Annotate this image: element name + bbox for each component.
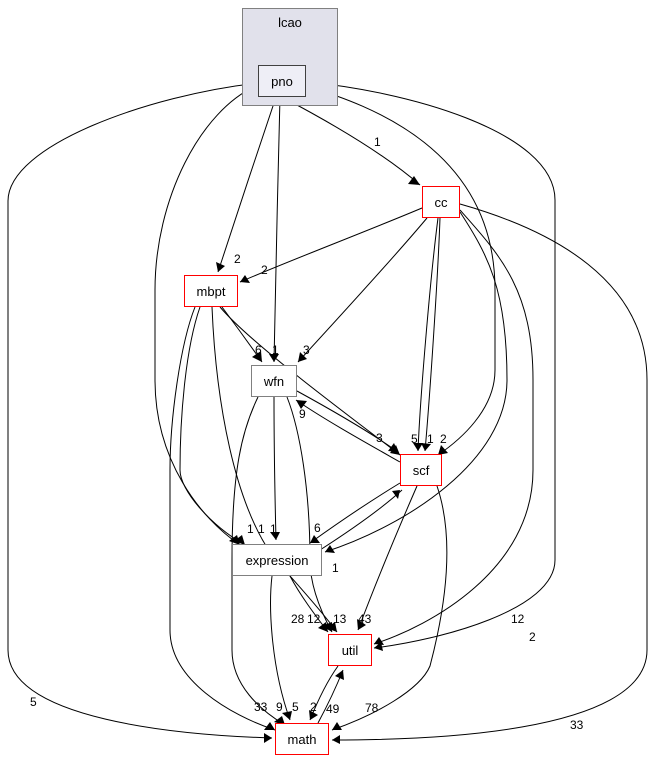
edge-scf-math: [332, 486, 447, 730]
edge-expression-scf: [320, 490, 402, 550]
edge-label-expression-math: 5: [292, 700, 299, 714]
edge-label-cc-math: 33: [570, 718, 583, 732]
edge-scf-expression: [310, 483, 400, 543]
node-label-scf: scf: [413, 463, 430, 478]
arrowhead-expression-math: [282, 711, 292, 720]
node-cc[interactable]: cc: [422, 186, 460, 218]
node-wfn[interactable]: wfn: [251, 365, 297, 397]
arrowhead-pno-math: [264, 733, 272, 743]
edge-label-mbpt-wfn: 1: [272, 343, 279, 357]
edge-label-cc-scf: 2: [440, 432, 447, 446]
edge-pno-cc: [282, 97, 420, 185]
node-label-util: util: [342, 643, 359, 658]
edge-label-expression-scf: 1: [332, 561, 339, 575]
node-label-mbpt: mbpt: [197, 284, 226, 299]
edge-cc-expression: [325, 212, 507, 552]
edge-scf-wfn: [296, 400, 400, 462]
edge-label-wfn-scf: 3: [376, 431, 383, 445]
edge-label-wfn-expression: 1: [270, 522, 277, 536]
node-mbpt[interactable]: mbpt: [184, 275, 238, 307]
edge-mbpt-scf: [220, 307, 400, 455]
edge-mbpt-util: [212, 307, 328, 632]
edge-mbpt-expression: [180, 307, 245, 545]
edge-label-mbpt-wfn: 6: [255, 343, 262, 357]
node-util[interactable]: util: [328, 634, 372, 666]
edge-scf-util: [358, 486, 417, 630]
edge-label-expression-util: 12: [307, 612, 320, 626]
edge-label-pno-scf: 5: [411, 432, 418, 446]
node-label-lcao: lcao: [278, 15, 302, 30]
node-math[interactable]: math: [275, 723, 329, 755]
edge-label-cc-scf: 1: [427, 432, 434, 446]
arrowhead-cc-math: [332, 735, 340, 744]
edge-cc-math: [332, 204, 647, 740]
node-pno[interactable]: pno: [258, 65, 306, 97]
arrowhead-mbpt-math: [264, 722, 275, 730]
edge-wfn-expression: [274, 397, 276, 540]
edge-label-mbpt-math: 33: [254, 700, 267, 714]
edge-label-math-util: 49: [326, 702, 339, 716]
edge-pno-scf: [306, 86, 495, 455]
edge-label-scf-expression: 6: [314, 521, 321, 535]
edge-cc-scf: [425, 218, 440, 451]
edge-label-cc-mbpt: 2: [261, 263, 268, 277]
edge-wfn-util: [287, 397, 332, 632]
arrowhead-cc-mbpt: [240, 275, 250, 283]
edge-label-cc-util: 12: [511, 612, 524, 626]
edge-label-util-math: 2: [310, 700, 317, 714]
edge-label-pno-math: 5: [30, 695, 37, 709]
arrowhead-scf-expression: [310, 535, 320, 543]
edge-label-scf-util: 43: [358, 612, 371, 626]
arrowhead-pno-cc: [408, 176, 420, 185]
edge-label-mbpt-expression: 1: [247, 522, 254, 536]
node-label-wfn: wfn: [264, 374, 284, 389]
node-label-pno: pno: [271, 74, 293, 89]
node-expression[interactable]: expression: [232, 544, 322, 576]
node-scf[interactable]: scf: [400, 454, 442, 486]
edge-label-pno-util: 2: [529, 630, 536, 644]
edge-pno-mbpt: [218, 97, 276, 272]
edge-label-cc-wfn: 3: [303, 343, 310, 357]
edge-label-pno-expression: 1: [258, 522, 265, 536]
node-label-expression: expression: [246, 553, 309, 568]
node-label-cc: cc: [435, 195, 448, 210]
edge-cc-util: [374, 210, 533, 644]
edge-pno-wfn: [274, 97, 280, 362]
arrowhead-scf-math: [332, 722, 342, 730]
edge-pno-util: [306, 82, 555, 648]
edge-label-pno-cc: 1: [374, 135, 381, 149]
edge-label-wfn-util: 28: [291, 612, 304, 626]
edge-label-wfn-math: 9: [276, 700, 283, 714]
edge-label-pno-mbpt: 2: [234, 252, 241, 266]
edge-cc-wfn: [298, 218, 427, 362]
edge-label-cc-util: 13: [333, 612, 346, 626]
edge-label-scf-wfn: 9: [299, 407, 306, 421]
edge-label-scf-math: 78: [365, 701, 378, 715]
edge-expression-math: [271, 576, 290, 720]
node-label-math: math: [288, 732, 317, 747]
